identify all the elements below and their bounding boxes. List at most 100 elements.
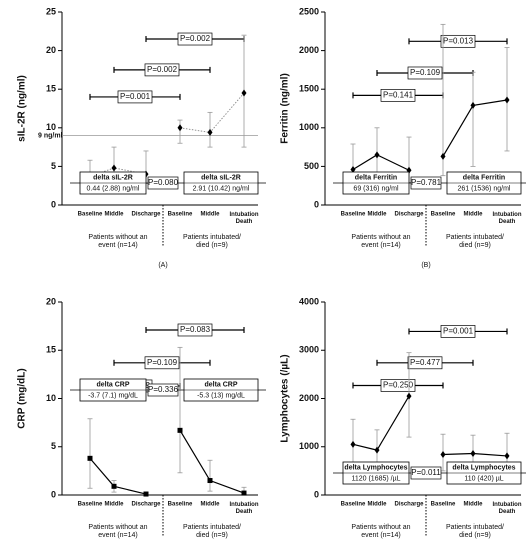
group-label: Patients intubated/died (n=9) xyxy=(183,524,241,539)
y-tick-label: 0 xyxy=(314,199,319,209)
marker xyxy=(177,427,183,433)
x-tick-label: Baseline xyxy=(431,502,456,508)
y-tick-label: 5 xyxy=(51,161,56,171)
marker xyxy=(111,483,117,489)
x-tick-label: Discharge xyxy=(394,212,424,218)
delta-value: 69 (316) ng/ml xyxy=(353,185,399,192)
delta-value: -3.7 (7.1) mg/dL xyxy=(88,392,138,399)
series-line xyxy=(89,457,147,495)
p-box xyxy=(407,66,443,80)
group-label: Patients intubated/died (n=9) xyxy=(183,234,241,249)
p-box xyxy=(440,325,476,338)
x-tick-label: Middle xyxy=(105,212,125,218)
y-tick-label: 500 xyxy=(304,161,319,171)
marker xyxy=(143,491,149,497)
p-box xyxy=(177,323,213,337)
marker xyxy=(470,101,476,109)
marker xyxy=(406,392,412,400)
y-tick-label: 2000 xyxy=(299,45,319,55)
delta-title: delta CRP xyxy=(204,381,237,388)
delta-p: P=0.336 xyxy=(148,385,179,394)
delta-title: delta sIL-2R xyxy=(201,174,241,181)
x-tick-label: Discharge xyxy=(394,502,424,508)
y-tick-label: 4000 xyxy=(299,296,319,306)
p-box xyxy=(407,356,443,370)
delta-title: delta Ferritin xyxy=(355,174,397,181)
series-line xyxy=(442,99,508,157)
p-value: P=0.083 xyxy=(180,325,211,334)
delta-p: P=0.080 xyxy=(148,178,179,187)
x-tick-label: Baseline xyxy=(78,502,103,508)
y-axis-label: CRP (mg/dL) xyxy=(17,368,28,428)
reference-label: 9 ng/ml xyxy=(38,132,63,139)
y-axis-label: Ferritin (ng/ml) xyxy=(280,73,291,144)
x-tick-label: Middle xyxy=(464,212,484,218)
marker xyxy=(350,165,356,173)
group-label: Patients without an event (n=14) xyxy=(351,234,410,249)
x-tick-label: Intubation Death xyxy=(230,212,259,225)
marker xyxy=(504,452,510,460)
y-axis-label: Lymphocytes (/µL) xyxy=(280,354,291,442)
delta-title: delta Lymphocytes xyxy=(344,464,407,471)
x-tick-label: Middle xyxy=(201,212,221,218)
delta-value: 2.91 (10.42) ng/ml xyxy=(193,185,250,192)
x-tick-label: Baseline xyxy=(341,502,366,508)
panel: 0 1000 2000 3000 4000 Lymphocytes (/µL) P=0.25… xyxy=(280,296,526,539)
y-tick-label: 10 xyxy=(46,393,56,403)
y-tick-label: 3000 xyxy=(299,345,319,355)
marker xyxy=(111,164,117,172)
series-line xyxy=(352,154,410,171)
x-tick-label: Middle xyxy=(368,502,388,508)
marker xyxy=(440,450,446,458)
x-tick-label: Middle xyxy=(464,502,484,508)
delta-p-box xyxy=(147,176,179,190)
marker xyxy=(241,89,247,97)
delta-title: delta Ferritin xyxy=(463,174,505,181)
marker xyxy=(177,124,183,132)
p-value: P=0.109 xyxy=(410,68,441,77)
y-tick-label: 1000 xyxy=(299,122,319,132)
delta-p-box xyxy=(147,383,179,397)
marker xyxy=(374,151,380,159)
series-line xyxy=(352,395,410,451)
x-tick-label: Intubation Death xyxy=(493,212,522,225)
p-box xyxy=(117,90,153,104)
delta-title: delta CRP xyxy=(96,381,129,388)
panel: 0 500 1000 1500 2000 2500 Ferritin (ng/ml) P=0.… xyxy=(280,6,526,269)
delta-p: P=0.011 xyxy=(411,468,441,477)
group-label: Patients without an event (n=14) xyxy=(88,234,147,249)
marker xyxy=(440,152,446,160)
panel-label: (B) xyxy=(421,262,430,269)
y-tick-label: 0 xyxy=(314,489,319,499)
p-value: P=0.250 xyxy=(383,381,414,390)
p-box xyxy=(144,63,180,77)
p-box xyxy=(380,89,416,102)
y-tick-label: 20 xyxy=(46,45,56,55)
y-tick-label: 5 xyxy=(51,441,56,451)
delta-value: 110 (420) µL xyxy=(464,475,503,482)
group-label: Patients without an event (n=14) xyxy=(351,524,410,539)
p-value: P=0.477 xyxy=(410,358,441,367)
group-label: Patients without an event (n=14) xyxy=(88,524,147,539)
x-tick-label: Middle xyxy=(105,502,125,508)
panel: 0 5 10 15 20 25 sIL-2R (ng/ml) 9 ng/ml P=0.001 P=… xyxy=(17,6,266,269)
y-tick-label: 0 xyxy=(51,489,56,499)
x-tick-label: Baseline xyxy=(341,212,366,218)
p-value: P=0.001 xyxy=(443,327,474,336)
p-box xyxy=(177,32,213,46)
x-tick-label: Intubation Death xyxy=(493,502,522,515)
x-tick-label: Discharge xyxy=(131,212,161,218)
p-value: P=0.141 xyxy=(383,90,414,99)
delta-title: delta sIL-2R xyxy=(93,174,133,181)
delta-value: 261 (1536) ng/ml xyxy=(458,185,511,192)
y-tick-label: 1000 xyxy=(299,441,319,451)
delta-p-box xyxy=(410,176,442,190)
p-value: P=0.109 xyxy=(147,358,178,367)
p-value: P=0.013 xyxy=(443,36,474,45)
marker xyxy=(504,96,510,104)
p-box xyxy=(380,379,416,392)
marker xyxy=(374,446,380,454)
marker xyxy=(350,440,356,448)
group-label: Patients intubated/died (n=9) xyxy=(446,234,504,249)
